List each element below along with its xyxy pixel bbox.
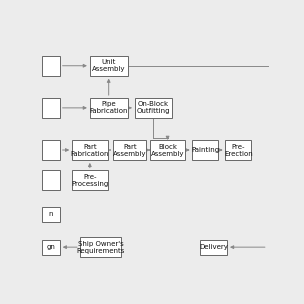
Bar bbox=[42, 98, 60, 118]
Text: Part
Fabrication: Part Fabrication bbox=[71, 143, 109, 157]
Bar bbox=[200, 240, 227, 255]
Bar bbox=[42, 140, 60, 160]
Bar bbox=[42, 56, 60, 76]
Bar bbox=[42, 171, 60, 190]
Text: Pre-
Erection: Pre- Erection bbox=[224, 143, 253, 157]
Bar bbox=[42, 207, 60, 222]
Bar bbox=[150, 140, 185, 160]
Text: On-Block
Outfitting: On-Block Outfitting bbox=[137, 101, 170, 114]
Bar bbox=[72, 171, 108, 190]
Text: Pipe
Fabrication: Pipe Fabrication bbox=[89, 101, 128, 114]
Text: n: n bbox=[49, 211, 53, 217]
Text: gn: gn bbox=[47, 244, 55, 250]
Text: Painting: Painting bbox=[191, 147, 219, 153]
Bar bbox=[192, 140, 218, 160]
Bar bbox=[90, 56, 128, 76]
Bar bbox=[90, 98, 128, 118]
Text: Block
Assembly: Block Assembly bbox=[151, 143, 184, 157]
Bar bbox=[135, 98, 172, 118]
Text: Ship Owner's
Requirements: Ship Owner's Requirements bbox=[76, 241, 125, 254]
Text: Delivery: Delivery bbox=[199, 244, 228, 250]
Bar bbox=[42, 240, 60, 255]
Text: Pre-
Processing: Pre- Processing bbox=[71, 174, 109, 187]
Bar bbox=[113, 140, 147, 160]
Text: Unit
Assembly: Unit Assembly bbox=[92, 59, 126, 72]
Bar bbox=[80, 237, 121, 257]
Bar bbox=[72, 140, 108, 160]
Text: Part
Assembly: Part Assembly bbox=[113, 143, 147, 157]
Bar bbox=[225, 140, 251, 160]
